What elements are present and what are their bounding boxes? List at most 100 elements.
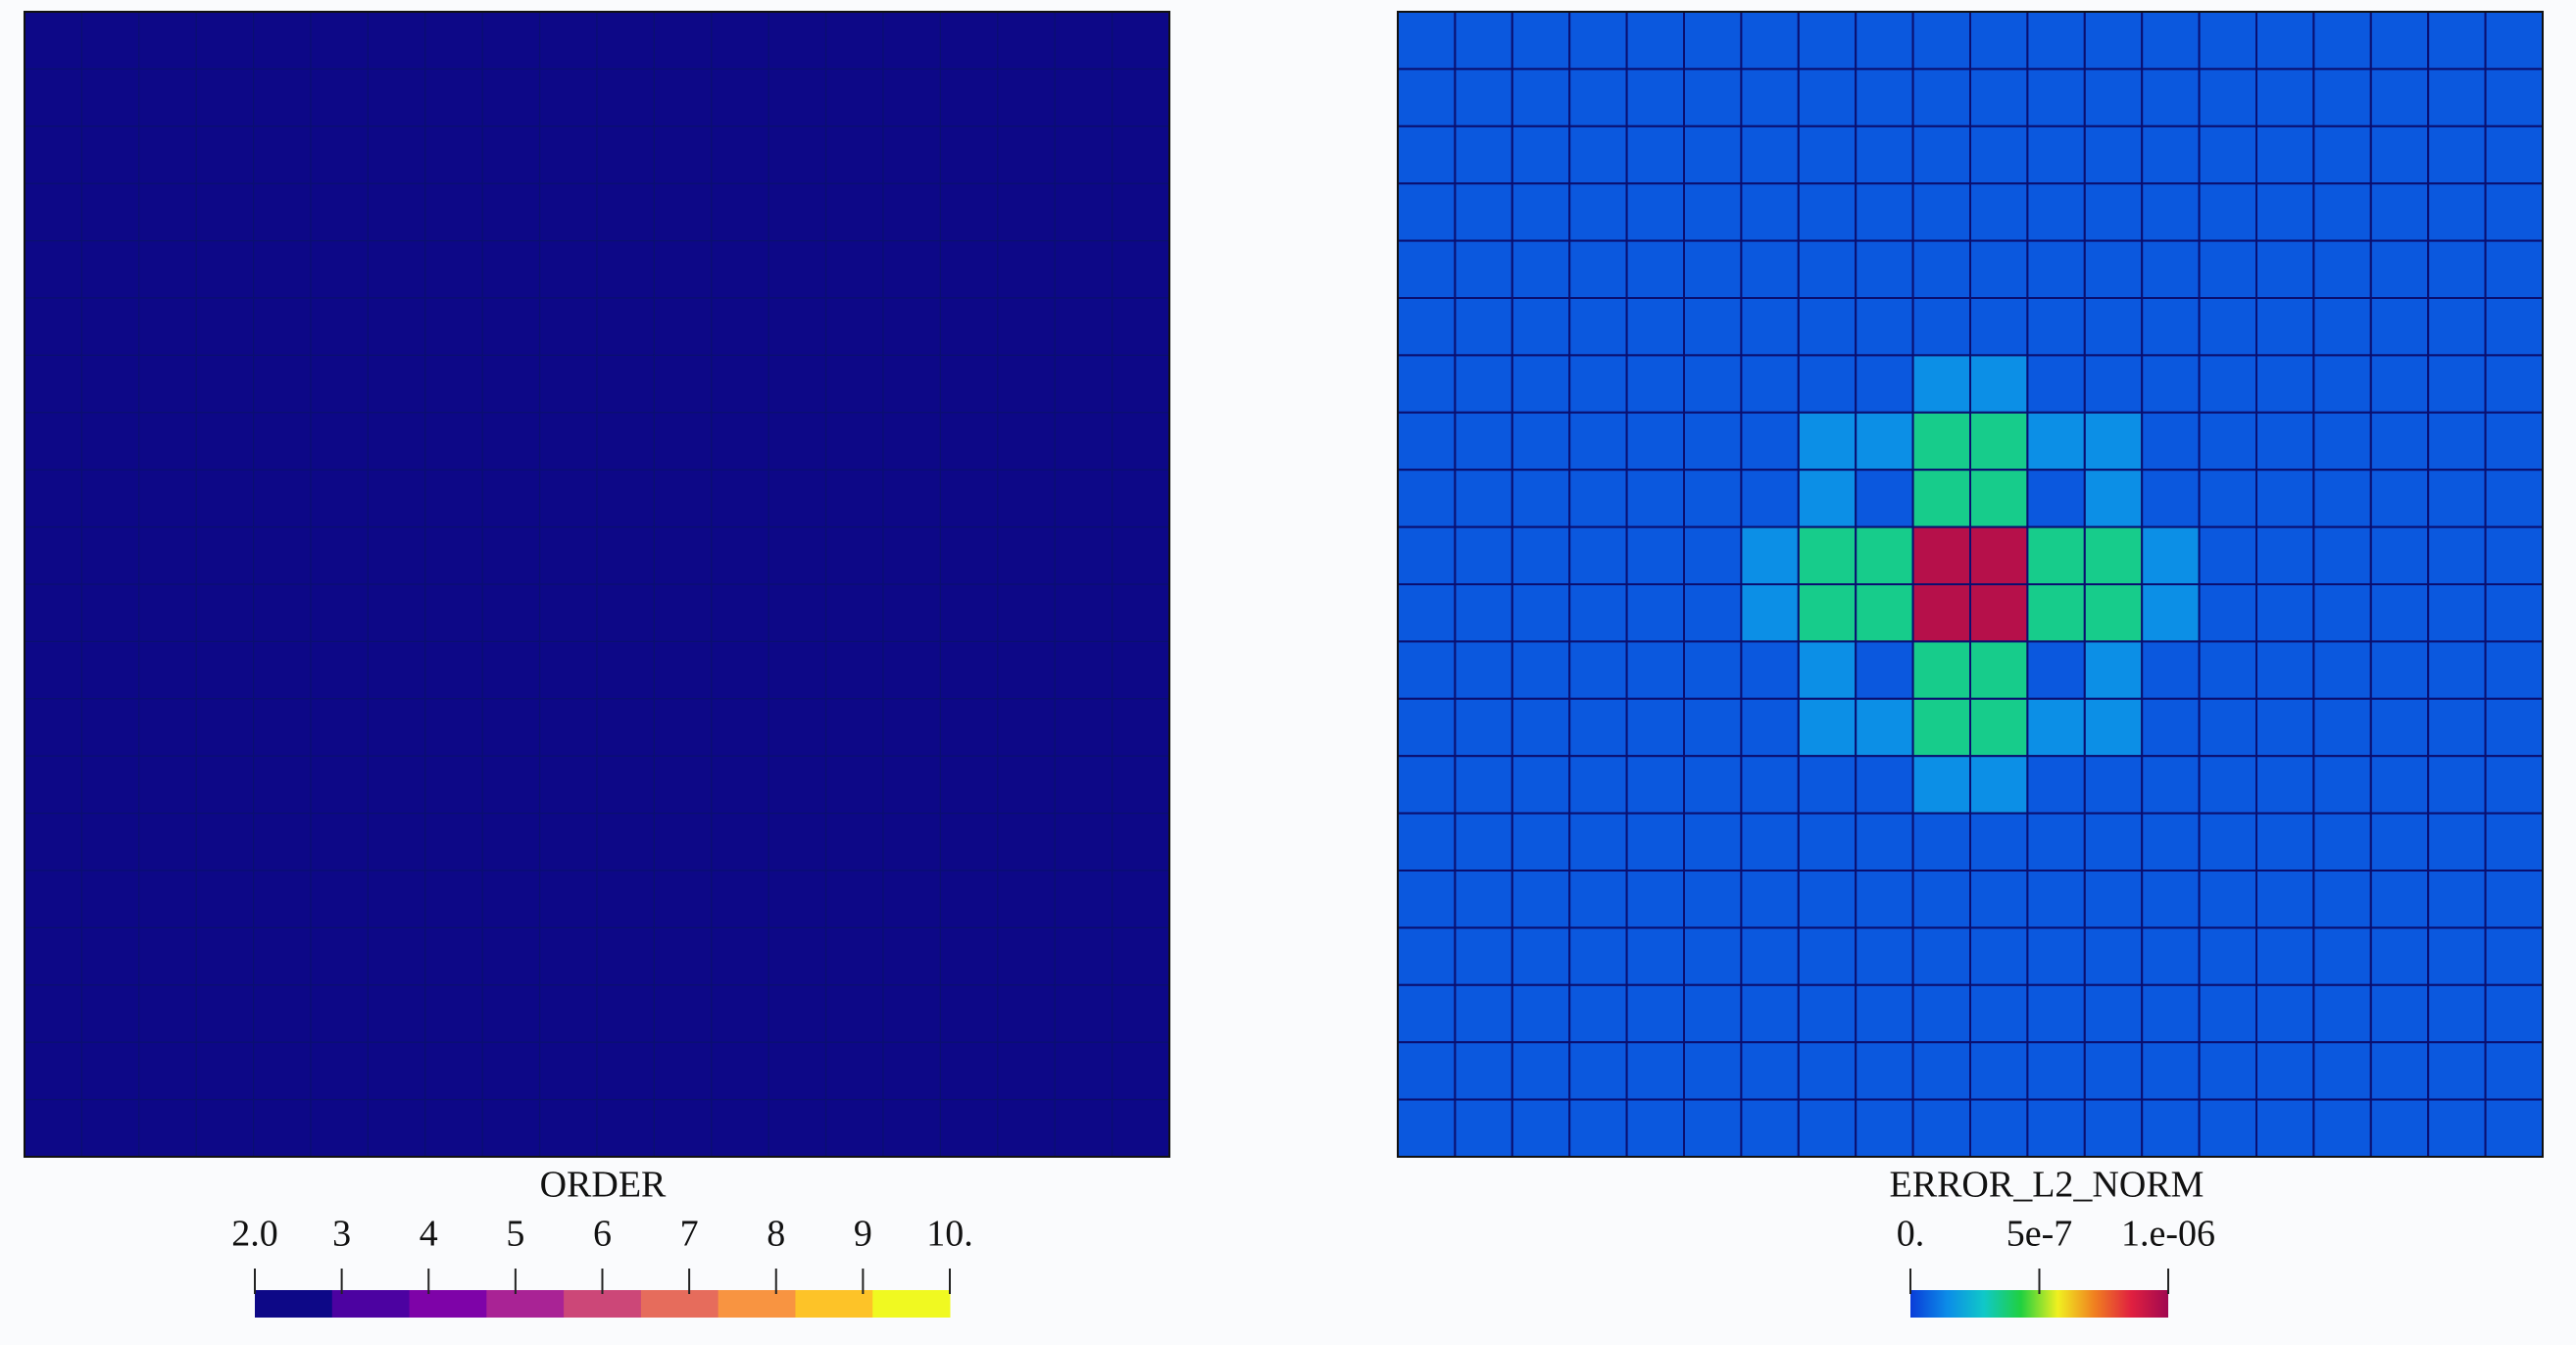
cell: [1568, 640, 1628, 700]
cell: [1740, 469, 1800, 528]
cell: [2484, 411, 2545, 472]
cell: [195, 68, 255, 127]
cell: [768, 870, 827, 929]
cell: [1511, 297, 1571, 357]
cell: [2427, 239, 2487, 300]
cell: [195, 984, 255, 1043]
cell: [768, 525, 827, 585]
cell: [2484, 983, 2545, 1044]
cell: [367, 469, 426, 528]
cell: [2255, 983, 2315, 1044]
cell: [2198, 640, 2258, 700]
cell: [768, 698, 827, 757]
cell: [2255, 11, 2315, 71]
cell: [882, 412, 942, 471]
cell: [1568, 11, 1628, 71]
cell: [1683, 469, 1743, 528]
cell: [2083, 182, 2144, 242]
cell: [596, 1041, 656, 1101]
cell: [2484, 1098, 2545, 1158]
cell: [2141, 354, 2201, 414]
cell: [481, 412, 541, 471]
cell: [1969, 68, 2029, 127]
cell: [939, 583, 999, 643]
cell: [2198, 755, 2258, 815]
cell: [882, 812, 942, 872]
cell: [824, 240, 884, 299]
cell: [1797, 11, 1858, 71]
cell: [997, 68, 1056, 127]
cell: [711, 640, 769, 700]
colorbar-segment: [872, 1290, 951, 1318]
cell: [138, 1098, 197, 1158]
cell: [1797, 1098, 1858, 1158]
cell: [538, 640, 598, 700]
cell: [1397, 755, 1457, 815]
cell: [138, 926, 197, 986]
cell: [1625, 11, 1685, 71]
panel-border: [1397, 11, 2544, 1158]
colorbar-segment: [564, 1290, 642, 1318]
cell: [80, 125, 140, 184]
cell: [481, 240, 541, 299]
cell: [1911, 583, 1971, 643]
cell: [2484, 182, 2545, 242]
cell: [2198, 812, 2258, 872]
cell: [2141, 125, 2201, 185]
cell: [1625, 354, 1685, 414]
cell: [1397, 1098, 1457, 1158]
cell: [138, 297, 197, 357]
cell: [1054, 1041, 1114, 1101]
cell: [1969, 125, 2029, 185]
cell: [1625, 239, 1685, 300]
cell: [2026, 583, 2086, 643]
cell: [1855, 1098, 1914, 1158]
cell: [596, 68, 656, 127]
cell: [824, 469, 884, 528]
cell: [711, 125, 769, 184]
cell: [424, 870, 483, 929]
cell: [2141, 469, 2201, 528]
cell: [80, 1041, 140, 1101]
cell: [2026, 68, 2086, 127]
cell: [768, 583, 827, 643]
cell: [653, 525, 713, 585]
cell: [2141, 411, 2201, 472]
cell: [1797, 297, 1858, 357]
cell: [1568, 297, 1628, 357]
cell: [24, 11, 83, 71]
cell: [2312, 983, 2372, 1044]
cell: [24, 525, 83, 585]
cell: [24, 1041, 83, 1101]
cell: [1454, 983, 1513, 1044]
cell: [195, 1041, 255, 1101]
cell: [882, 640, 942, 700]
cell: [1683, 1098, 1743, 1158]
cell: [2369, 583, 2430, 643]
cell: [138, 698, 197, 757]
cell: [1969, 583, 2029, 643]
cell: [768, 354, 827, 414]
cell: [24, 1098, 83, 1158]
cell: [1855, 983, 1914, 1044]
cell: [310, 984, 370, 1043]
cell: [24, 812, 83, 872]
cell: [1568, 983, 1628, 1044]
cell: [1911, 983, 1971, 1044]
cell: [2083, 697, 2144, 758]
cell: [24, 182, 83, 242]
cell: [2198, 583, 2258, 643]
cell: [1054, 412, 1114, 471]
cell: [1511, 125, 1571, 185]
cell: [138, 240, 197, 299]
cell: [481, 812, 541, 872]
cell: [1969, 411, 2029, 472]
cell: [253, 297, 312, 357]
cell: [768, 182, 827, 242]
tick-label: 4: [420, 1214, 438, 1255]
cell: [2026, 297, 2086, 357]
cell: [1683, 755, 1743, 815]
cell: [1568, 411, 1628, 472]
cell: [711, 11, 769, 71]
cell: [538, 583, 598, 643]
